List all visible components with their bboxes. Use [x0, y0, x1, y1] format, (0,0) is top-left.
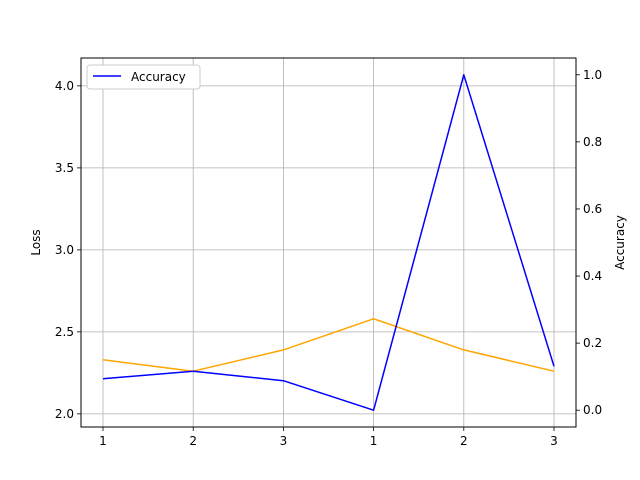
right-tick-label: 0.2	[583, 336, 602, 350]
left-tick-label: 4.0	[55, 79, 74, 93]
x-tick-label: 3	[550, 434, 558, 448]
x-tick-label: 2	[189, 434, 197, 448]
x-tick-label: 1	[370, 434, 378, 448]
series-line-accuracy	[102, 74, 555, 411]
right-axis-label: Accuracy	[613, 215, 627, 270]
right-tick-label: 1.0	[583, 68, 602, 82]
left-axis-ticks: 2.0 2.5 3.0 3.5 4.0	[55, 79, 81, 421]
legend: Accuracy	[86, 64, 201, 90]
left-tick-label: 3.0	[55, 243, 74, 257]
x-tick-label: 2	[460, 434, 468, 448]
x-tick-label: 1	[99, 434, 107, 448]
right-tick-label: 0.8	[583, 135, 602, 149]
right-tick-label: 0.4	[583, 269, 602, 283]
left-tick-label: 2.0	[55, 407, 74, 421]
right-axis-ticks: 0.0 0.2 0.4 0.6 0.8 1.0	[576, 68, 602, 417]
left-axis-label: Loss	[29, 229, 43, 255]
x-tick-label: 3	[280, 434, 288, 448]
left-tick-label: 2.5	[55, 325, 74, 339]
series-lines	[102, 74, 555, 411]
x-axis-ticks: 1 2 3 1 2 3	[99, 427, 558, 448]
left-tick-label: 3.5	[55, 161, 74, 175]
series-line-0	[102, 318, 555, 372]
right-tick-label: 0.6	[583, 202, 602, 216]
legend-box	[86, 64, 201, 90]
legend-label-accuracy: Accuracy	[131, 70, 186, 84]
right-tick-label: 0.0	[583, 403, 602, 417]
grid-lines	[81, 58, 576, 427]
axes-frame	[80, 57, 577, 428]
